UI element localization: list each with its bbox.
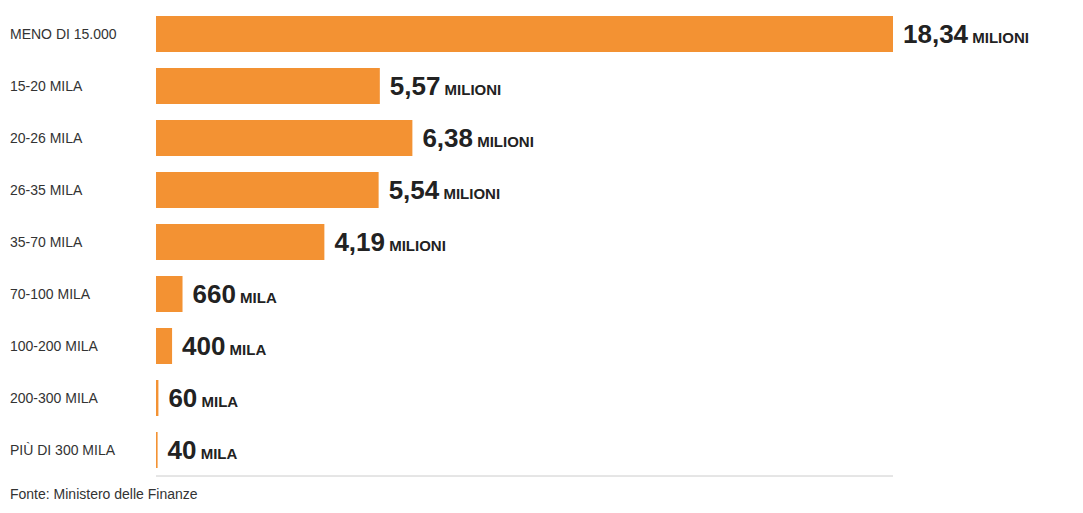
svg-text:PIÙ DI 300 MILA: PIÙ DI 300 MILA — [10, 442, 116, 458]
svg-text:20-26 MILA: 20-26 MILA — [10, 130, 83, 146]
svg-text:200-300 MILA: 200-300 MILA — [10, 390, 99, 406]
svg-text:MENO DI 15.000: MENO DI 15.000 — [10, 26, 117, 42]
svg-text:60 MILA: 60 MILA — [168, 383, 238, 413]
svg-text:5,57 MILIONI: 5,57 MILIONI — [390, 71, 501, 101]
svg-text:100-200 MILA: 100-200 MILA — [10, 338, 99, 354]
svg-text:40 MILA: 40 MILA — [168, 435, 238, 465]
svg-text:5,54 MILIONI: 5,54 MILIONI — [389, 175, 500, 205]
svg-text:18,34 MILIONI: 18,34 MILIONI — [903, 19, 1029, 49]
html-text:Fonte: Ministero delle Finanze: Fonte: Ministero delle Finanze — [10, 486, 198, 502]
svg-text:6,38 MILIONI: 6,38 MILIONI — [422, 123, 533, 153]
svg-text:400 MILA: 400 MILA — [182, 331, 266, 361]
svg-text:15-20 MILA: 15-20 MILA — [10, 78, 83, 94]
svg-text:35-70 MILA: 35-70 MILA — [10, 234, 83, 250]
svg-text:70-100 MILA: 70-100 MILA — [10, 286, 91, 302]
svg-text:26-35 MILA: 26-35 MILA — [10, 182, 83, 198]
svg-text:660 MILA: 660 MILA — [193, 279, 277, 309]
svg-text:4,19 MILIONI: 4,19 MILIONI — [334, 227, 445, 257]
